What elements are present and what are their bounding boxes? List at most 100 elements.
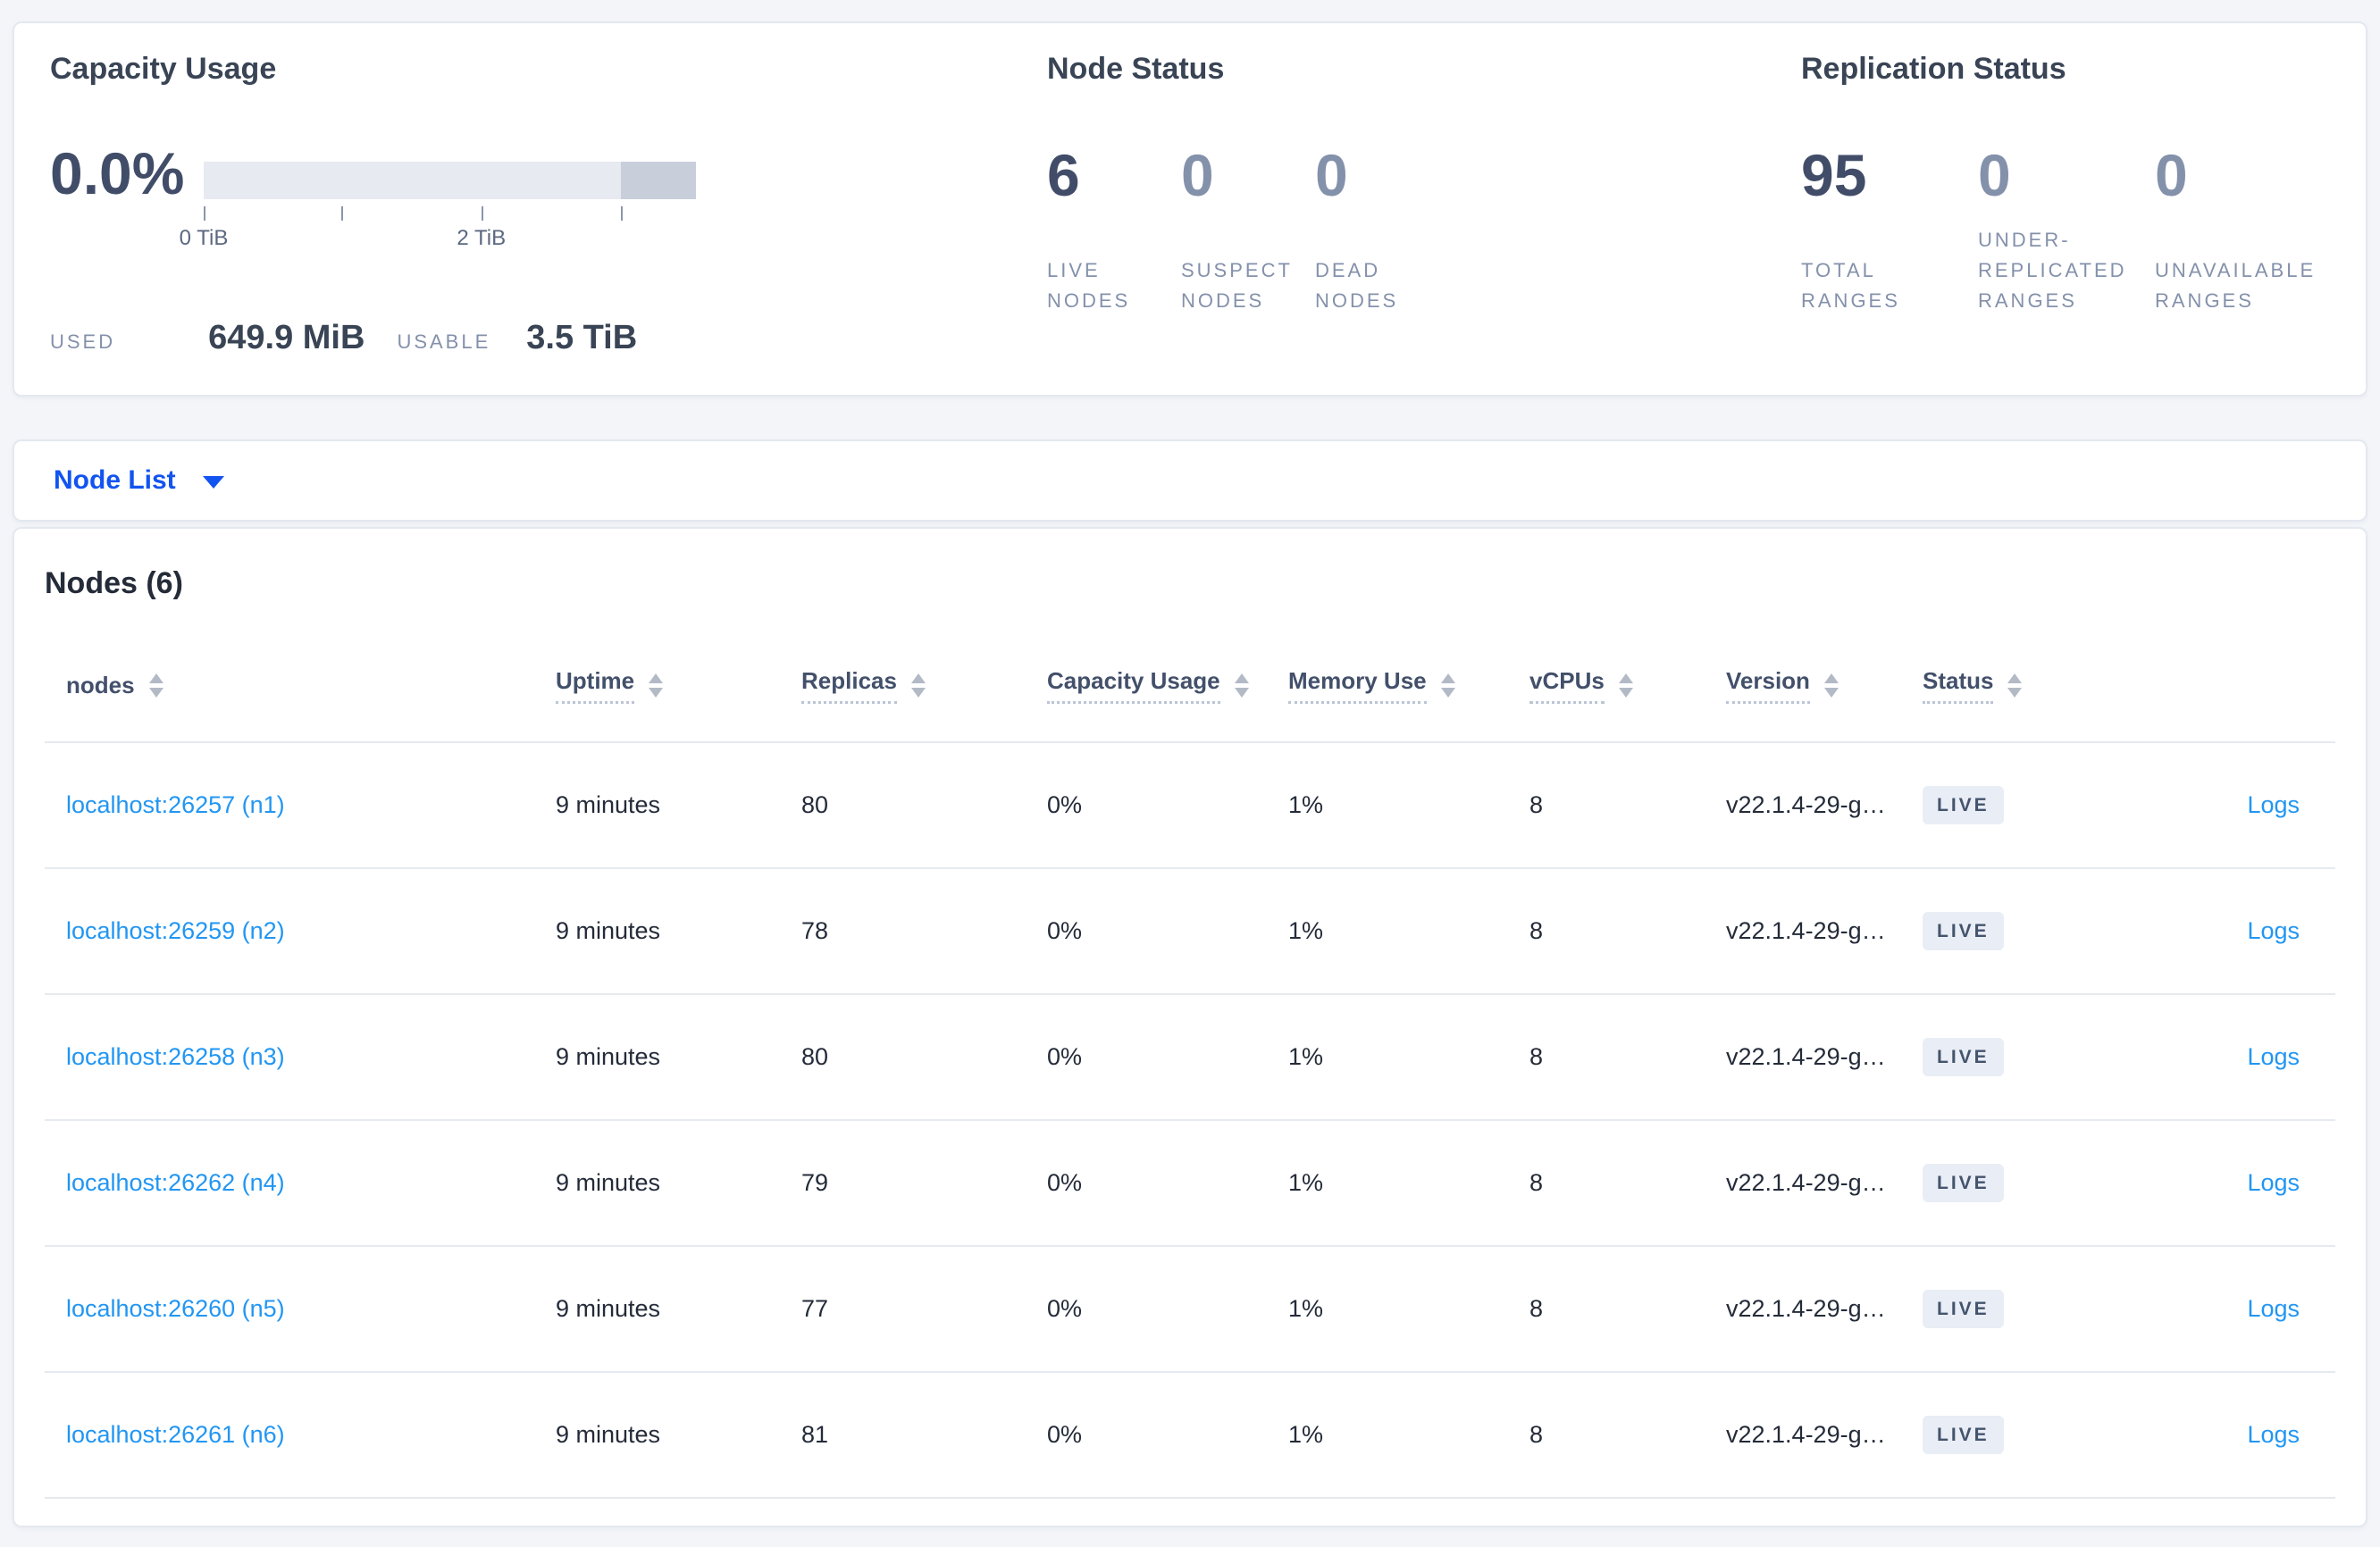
capacity-usage-cell: 0% <box>1026 1120 1267 1248</box>
gauge-reserved-segment <box>620 161 696 199</box>
suspect-nodes-metric: 0 SUSPECT NODES <box>1181 146 1315 317</box>
dead-nodes-value: 0 <box>1315 141 1348 208</box>
node-link[interactable]: localhost:26260 (n5) <box>66 1295 285 1323</box>
view-selector-dropdown[interactable]: Node List <box>54 467 224 494</box>
replicas-cell: 80 <box>780 994 1026 1122</box>
memory-use-cell: 1% <box>1267 1246 1508 1374</box>
capacity-usage-section: Capacity Usage 0.0% 0 TiB 2 TiB USED 649… <box>50 50 1015 357</box>
status-badge: LIVE <box>1923 786 2004 825</box>
unavailable-ranges-metric: 0 UNAVAILABLE RANGES <box>2155 146 2332 317</box>
nodes-table-panel: Nodes (6) nodes Uptime <box>13 527 2367 1528</box>
column-header-nodes[interactable]: nodes <box>45 631 534 744</box>
version-cell: v22.1.4-29-g… <box>1705 1246 1901 1374</box>
sort-icon[interactable] <box>649 673 664 698</box>
under-replicated-ranges-label: UNDER-REPLICATED RANGES <box>1978 229 2127 313</box>
total-ranges-label: TOTAL RANGES <box>1801 259 1900 313</box>
replicas-cell: 77 <box>780 1246 1026 1374</box>
sort-icon[interactable] <box>2007 673 2023 698</box>
column-header-uptime[interactable]: Uptime <box>534 631 780 744</box>
replicas-cell: 79 <box>780 1120 1026 1248</box>
memory-use-cell: 1% <box>1267 994 1508 1122</box>
used-label: USED <box>50 330 116 353</box>
logs-link[interactable]: Logs <box>2247 1295 2300 1323</box>
uptime-cell: 9 minutes <box>534 1120 780 1248</box>
version-cell: v22.1.4-29-g… <box>1705 1120 1901 1248</box>
capacity-usage-cell: 0% <box>1026 868 1267 996</box>
sort-icon[interactable] <box>1823 673 1839 698</box>
sort-icon[interactable] <box>148 673 163 698</box>
version-cell: v22.1.4-29-g… <box>1705 994 1901 1122</box>
status-badge: LIVE <box>1923 912 2004 951</box>
logs-link[interactable]: Logs <box>2247 1043 2300 1071</box>
status-badge: LIVE <box>1923 1038 2004 1077</box>
gauge-tick <box>204 205 205 221</box>
total-ranges-value: 95 <box>1801 141 1867 208</box>
status-badge: LIVE <box>1923 1290 2004 1329</box>
version-cell: v22.1.4-29-g… <box>1705 1372 1901 1500</box>
table-row: localhost:26261 (n6) 9 minutes 81 0% 1% … <box>45 1372 2335 1500</box>
replicas-cell: 80 <box>780 742 1026 870</box>
table-row: localhost:26257 (n1) 9 minutes 80 0% 1% … <box>45 742 2335 870</box>
under-replicated-ranges-metric: 0 UNDER-REPLICATED RANGES <box>1978 146 2155 317</box>
replicas-cell: 78 <box>780 868 1026 996</box>
column-header-vcpus[interactable]: vCPUs <box>1508 631 1705 744</box>
table-row: localhost:26258 (n3) 9 minutes 80 0% 1% … <box>45 994 2335 1122</box>
vcpus-cell: 8 <box>1508 1246 1705 1374</box>
vcpus-cell: 8 <box>1508 1120 1705 1248</box>
dead-nodes-label: DEAD NODES <box>1315 259 1399 313</box>
uptime-cell: 9 minutes <box>534 994 780 1122</box>
uptime-cell: 9 minutes <box>534 1372 780 1500</box>
chevron-down-icon <box>202 476 224 489</box>
memory-use-cell: 1% <box>1267 868 1508 996</box>
version-cell: v22.1.4-29-g… <box>1705 868 1901 996</box>
node-link[interactable]: localhost:26258 (n3) <box>66 1043 285 1071</box>
replication-status-title: Replication Status <box>1801 52 2066 86</box>
sort-icon[interactable] <box>1440 673 1455 698</box>
capacity-usage-cell: 0% <box>1026 742 1267 870</box>
capacity-usage-cell: 0% <box>1026 1372 1267 1500</box>
under-replicated-ranges-value: 0 <box>1978 141 2011 208</box>
gauge-tick-label: 0 TiB <box>179 225 229 250</box>
live-nodes-metric: 6 LIVE NODES <box>1047 146 1181 317</box>
node-link[interactable]: localhost:26262 (n4) <box>66 1169 285 1197</box>
logs-link[interactable]: Logs <box>2247 1421 2300 1449</box>
table-row: localhost:26259 (n2) 9 minutes 78 0% 1% … <box>45 868 2335 996</box>
table-header-row: nodes Uptime Replicas <box>45 631 2335 744</box>
sort-icon[interactable] <box>1234 673 1249 698</box>
column-header-version[interactable]: Version <box>1705 631 1901 744</box>
column-header-status[interactable]: Status <box>1901 631 2098 744</box>
gauge-track <box>204 161 696 199</box>
sort-icon[interactable] <box>1618 673 1633 698</box>
usable-label: USABLE <box>397 330 491 353</box>
node-link[interactable]: localhost:26259 (n2) <box>66 917 285 945</box>
column-header-memory-use[interactable]: Memory Use <box>1267 631 1508 744</box>
vcpus-cell: 8 <box>1508 994 1705 1122</box>
node-status-metrics: 6 LIVE NODES 0 SUSPECT NODES 0 DEAD NODE… <box>1047 146 1449 317</box>
column-header-replicas[interactable]: Replicas <box>780 631 1026 744</box>
suspect-nodes-value: 0 <box>1181 141 1214 208</box>
node-link[interactable]: localhost:26257 (n1) <box>66 791 285 819</box>
logs-link[interactable]: Logs <box>2247 917 2300 945</box>
sort-icon[interactable] <box>910 673 926 698</box>
memory-use-cell: 1% <box>1267 1372 1508 1500</box>
logs-link[interactable]: Logs <box>2247 791 2300 819</box>
live-nodes-value: 6 <box>1047 141 1080 208</box>
status-badge: LIVE <box>1923 1164 2004 1203</box>
node-link[interactable]: localhost:26261 (n6) <box>66 1421 285 1449</box>
capacity-usage-title: Capacity Usage <box>50 52 277 86</box>
suspect-nodes-label: SUSPECT NODES <box>1181 259 1293 313</box>
dead-nodes-metric: 0 DEAD NODES <box>1315 146 1449 317</box>
unavailable-ranges-label: UNAVAILABLE RANGES <box>2155 259 2317 313</box>
logs-link[interactable]: Logs <box>2247 1169 2300 1197</box>
column-header-capacity-usage[interactable]: Capacity Usage <box>1026 631 1267 744</box>
cluster-summary-card: Capacity Usage 0.0% 0 TiB 2 TiB USED 649… <box>13 21 2367 397</box>
version-cell: v22.1.4-29-g… <box>1705 742 1901 870</box>
live-nodes-label: LIVE NODES <box>1047 259 1131 313</box>
uptime-cell: 9 minutes <box>534 742 780 870</box>
column-header-logs <box>2098 631 2335 744</box>
replication-status-section: Replication Status 95 TOTAL RANGES 0 UND… <box>1801 50 2332 317</box>
gauge-tick <box>481 205 483 221</box>
capacity-gauge: 0 TiB 2 TiB <box>180 144 696 251</box>
uptime-cell: 9 minutes <box>534 1246 780 1374</box>
node-status-section: Node Status 6 LIVE NODES 0 SUSPECT NODES… <box>1047 50 1449 317</box>
